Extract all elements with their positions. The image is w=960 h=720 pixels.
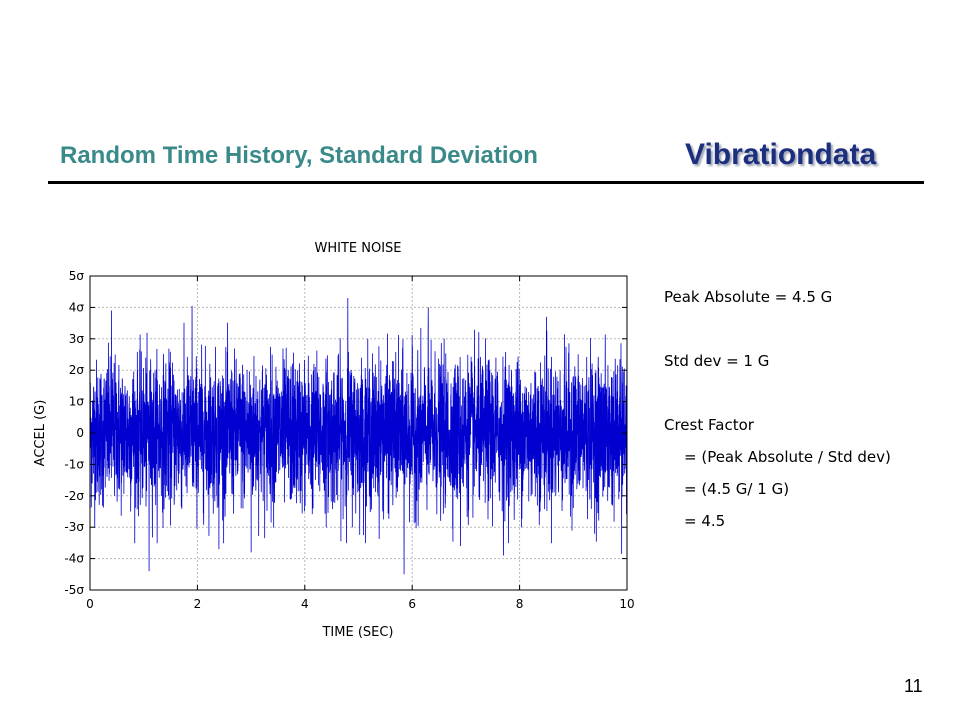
y-tick-label: -1σ — [64, 457, 84, 471]
brand-logo-text: Vibrationdata — [685, 138, 877, 171]
page-number: 11 — [904, 676, 923, 696]
y-tick-label: 5σ — [69, 269, 85, 283]
crest-result-text: = 4.5 — [684, 512, 726, 530]
y-tick-label: 0 — [76, 426, 84, 440]
crest-factor-label: Crest Factor — [664, 416, 754, 434]
slide-title: Random Time History, Standard Deviation — [60, 142, 538, 169]
x-tick-label: 0 — [86, 597, 94, 611]
y-tick-label: -2σ — [64, 489, 84, 503]
x-axis-label: TIME (SEC) — [321, 625, 393, 640]
chart-title: WHITE NOISE — [314, 241, 401, 256]
y-tick-label: -4σ — [64, 552, 84, 566]
peak-absolute-text: Peak Absolute = 4.5 G — [664, 288, 833, 306]
x-tick-label: 2 — [194, 597, 202, 611]
crest-values-text: = (4.5 G/ 1 G) — [684, 480, 790, 498]
signal-line — [89, 297, 628, 575]
y-axis-label: ACCEL (G) — [33, 400, 48, 467]
y-tick-label: 4σ — [69, 300, 85, 314]
crest-formula-text: = (Peak Absolute / Std dev) — [684, 448, 891, 466]
signal-trace — [89, 297, 628, 575]
x-tick-label: 6 — [408, 597, 416, 611]
x-tick-label: 4 — [301, 597, 309, 611]
x-tick-label: 10 — [619, 597, 634, 611]
y-tick-label: 2σ — [69, 363, 85, 377]
y-tick-label: -3σ — [64, 520, 84, 534]
y-tick-label: -5σ — [64, 583, 84, 597]
x-tick-label: 8 — [516, 597, 524, 611]
std-dev-text: Std dev = 1 G — [664, 352, 770, 370]
title-divider — [48, 181, 924, 184]
y-tick-label: 3σ — [69, 332, 85, 346]
y-tick-label: 1σ — [69, 395, 85, 409]
